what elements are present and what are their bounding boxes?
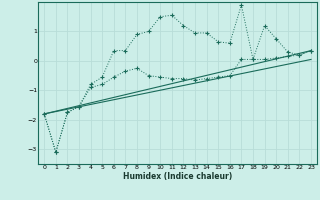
X-axis label: Humidex (Indice chaleur): Humidex (Indice chaleur) bbox=[123, 172, 232, 181]
